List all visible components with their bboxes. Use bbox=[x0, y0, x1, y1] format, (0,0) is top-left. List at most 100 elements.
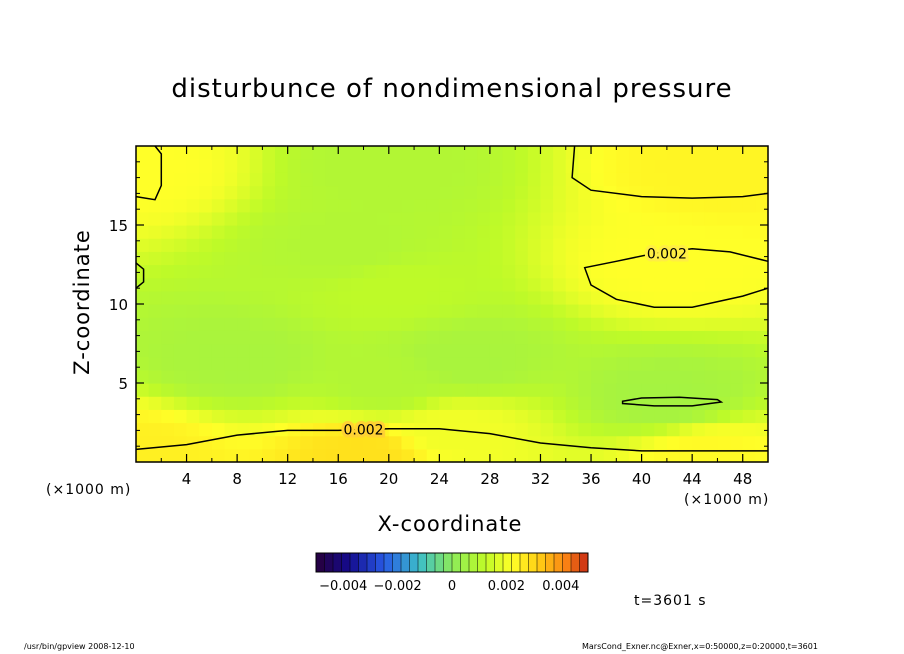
heatmap-cell bbox=[477, 211, 491, 226]
heatmap-cell bbox=[641, 383, 655, 397]
heatmap-cell bbox=[717, 264, 731, 279]
heatmap-cell bbox=[565, 172, 579, 187]
heatmap-cell bbox=[502, 343, 516, 358]
heatmap-cell bbox=[616, 369, 630, 384]
heatmap-cell bbox=[742, 251, 756, 266]
heatmap-cell bbox=[742, 422, 756, 437]
heatmap-cell bbox=[565, 422, 579, 437]
heatmap-cell bbox=[755, 172, 769, 187]
heatmap-cell bbox=[325, 185, 339, 200]
heatmap-cell bbox=[477, 238, 491, 252]
heatmap-cell bbox=[376, 396, 390, 410]
heatmap-cell bbox=[628, 317, 643, 331]
heatmap-cell bbox=[704, 435, 719, 450]
heatmap-cell bbox=[717, 435, 731, 450]
heatmap-cell bbox=[338, 264, 352, 279]
heatmap-cell bbox=[350, 277, 365, 292]
heatmap-cell bbox=[199, 435, 213, 450]
heatmap-cell bbox=[186, 238, 200, 252]
heatmap-cell bbox=[502, 225, 516, 239]
heatmap-cell bbox=[338, 251, 352, 266]
heatmap-cell bbox=[199, 304, 213, 318]
heatmap-cell bbox=[692, 251, 706, 266]
heatmap-cell bbox=[414, 330, 428, 345]
heatmap-cell bbox=[275, 146, 289, 160]
heatmap-cell bbox=[641, 330, 655, 345]
heatmap-cell bbox=[540, 146, 554, 160]
heatmap-cell bbox=[426, 396, 440, 410]
heatmap-cell bbox=[426, 290, 440, 305]
heatmap-cell bbox=[452, 383, 466, 397]
heatmap-cell bbox=[515, 317, 529, 331]
heatmap-cell bbox=[161, 304, 175, 318]
heatmap-cell bbox=[616, 251, 630, 266]
heatmap-cell bbox=[730, 225, 744, 239]
heatmap-cell bbox=[666, 317, 681, 331]
y-tick-label: 10 bbox=[109, 296, 128, 314]
heatmap-cell bbox=[199, 159, 213, 173]
heatmap-cell bbox=[376, 409, 390, 424]
heatmap-cell bbox=[439, 409, 453, 424]
heatmap-cell bbox=[742, 409, 756, 424]
heatmap-cell bbox=[426, 330, 440, 345]
heatmap-cell bbox=[439, 225, 453, 239]
heatmap-cell bbox=[628, 185, 643, 200]
heatmap-cell bbox=[477, 304, 491, 318]
heatmap-cell bbox=[300, 304, 314, 318]
heatmap-cell bbox=[641, 304, 655, 318]
heatmap-cell bbox=[136, 159, 150, 173]
x-tick-label: 28 bbox=[480, 470, 499, 488]
heatmap-cell bbox=[666, 343, 681, 358]
heatmap-cell bbox=[515, 304, 529, 318]
heatmap-cell bbox=[565, 238, 579, 252]
heatmap-cell bbox=[161, 185, 175, 200]
heatmap-cell bbox=[616, 356, 630, 371]
heatmap-cell bbox=[742, 343, 756, 358]
heatmap-cell bbox=[654, 356, 668, 371]
heatmap-cell bbox=[704, 251, 719, 266]
heatmap-cell bbox=[540, 330, 554, 345]
heatmap-cell bbox=[692, 146, 706, 160]
heatmap-cell bbox=[628, 356, 643, 371]
heatmap-cell bbox=[565, 343, 579, 358]
contour-line-small-loop bbox=[621, 396, 724, 407]
heatmap-cell bbox=[211, 304, 226, 318]
colorbar-swatch bbox=[511, 553, 521, 572]
heatmap-cell bbox=[287, 238, 301, 252]
heatmap-cell bbox=[287, 159, 301, 173]
heatmap-cell bbox=[376, 330, 390, 345]
heatmap-cell bbox=[376, 159, 390, 173]
heatmap-cell bbox=[173, 356, 188, 371]
heatmap-cell bbox=[186, 343, 200, 358]
heatmap-cell bbox=[275, 330, 289, 345]
heatmap-cell bbox=[679, 409, 693, 424]
heatmap-cell bbox=[755, 369, 769, 384]
heatmap-cell bbox=[742, 317, 756, 331]
heatmap-cell bbox=[262, 290, 276, 305]
colorbar-swatch bbox=[469, 553, 478, 572]
heatmap-cell bbox=[641, 172, 655, 187]
heatmap-cell bbox=[742, 146, 756, 160]
heatmap-cell bbox=[249, 277, 263, 292]
heatmap-cell bbox=[199, 277, 213, 292]
heatmap-cell bbox=[692, 304, 706, 318]
heatmap-cell bbox=[578, 422, 592, 437]
heatmap-cell bbox=[477, 251, 491, 266]
heatmap-cell bbox=[578, 159, 592, 173]
heatmap-cell bbox=[515, 172, 529, 187]
heatmap-cell bbox=[300, 198, 314, 213]
heatmap-cell bbox=[363, 211, 377, 226]
heatmap-cell bbox=[363, 409, 377, 424]
heatmap-cell bbox=[224, 172, 238, 187]
heatmap-cell bbox=[452, 317, 466, 331]
heatmap-cell bbox=[426, 185, 440, 200]
heatmap-cell bbox=[692, 369, 706, 384]
footer-right: MarsCond_Exner.nc@Exner,x=0:50000,z=0:20… bbox=[582, 642, 818, 651]
heatmap-cell bbox=[553, 277, 567, 292]
heatmap-cell bbox=[414, 290, 428, 305]
heatmap-cell bbox=[224, 264, 238, 279]
heatmap-cell bbox=[275, 356, 289, 371]
heatmap-cell bbox=[401, 330, 415, 345]
heatmap-cell bbox=[628, 225, 643, 239]
heatmap-cell bbox=[527, 290, 542, 305]
